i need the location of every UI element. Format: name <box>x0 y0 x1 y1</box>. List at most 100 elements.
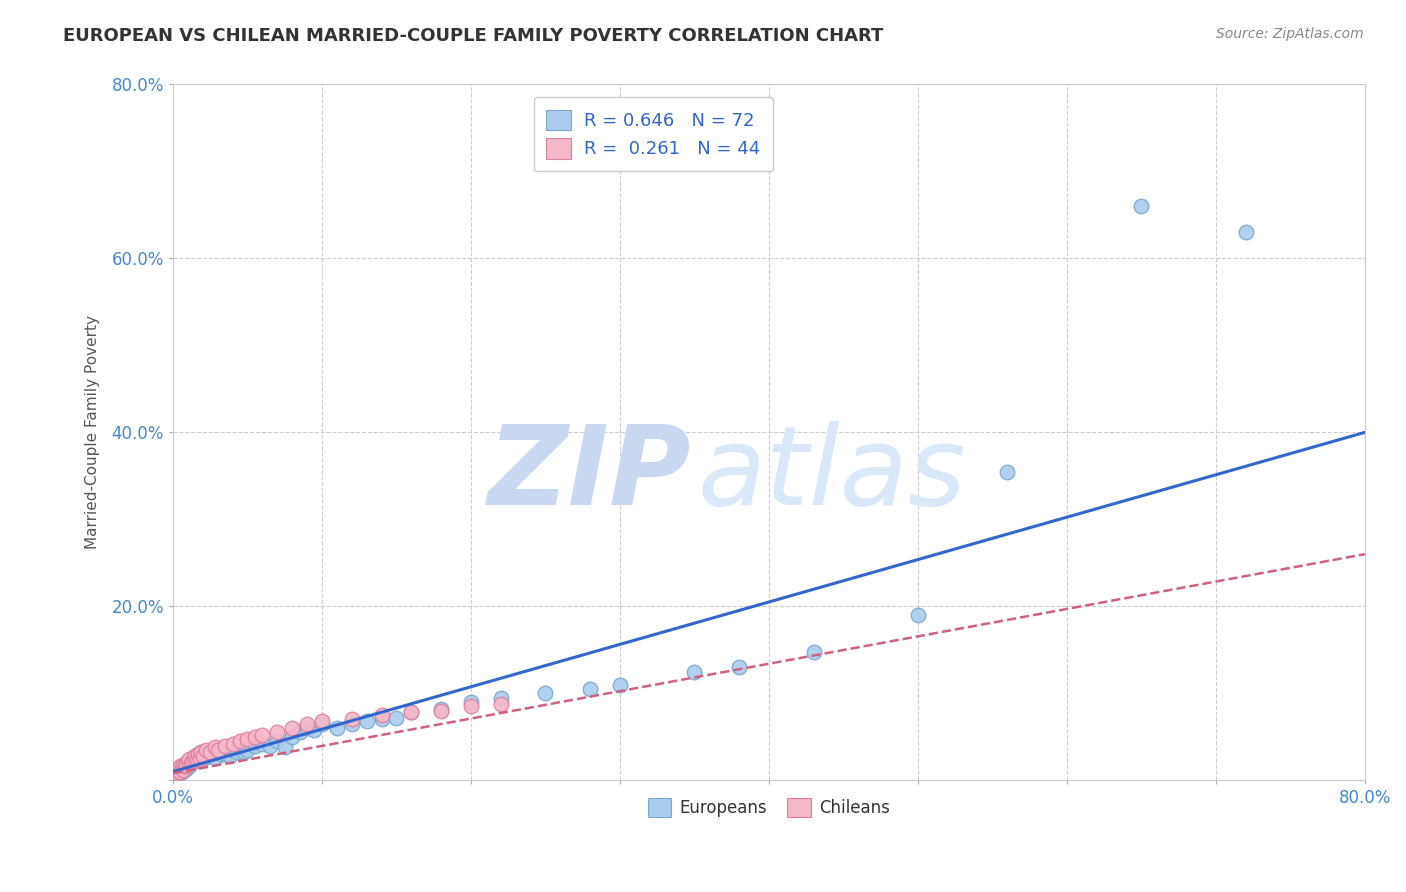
Point <box>169 759 191 773</box>
Point <box>179 751 201 765</box>
Legend: Europeans, Chileans: Europeans, Chileans <box>641 791 897 824</box>
Point <box>166 766 188 780</box>
Point <box>172 757 194 772</box>
Point <box>229 740 252 755</box>
Point <box>187 747 209 762</box>
Point <box>266 725 288 739</box>
Point <box>281 721 304 735</box>
Point <box>401 706 423 720</box>
Point <box>194 743 217 757</box>
Point <box>169 764 191 779</box>
Point <box>163 769 186 783</box>
Point <box>430 702 453 716</box>
Point <box>204 750 226 764</box>
Point <box>252 737 274 751</box>
Point <box>177 759 200 773</box>
Point <box>176 757 198 772</box>
Point <box>1130 199 1153 213</box>
Point <box>190 746 212 760</box>
Point <box>186 752 208 766</box>
Point <box>163 769 186 783</box>
Point <box>326 721 349 735</box>
Point <box>266 734 288 748</box>
Point <box>172 763 194 777</box>
Point <box>243 730 266 744</box>
Point <box>183 754 205 768</box>
Point <box>176 762 198 776</box>
Point <box>183 751 205 765</box>
Point <box>177 757 200 772</box>
Point <box>177 754 200 768</box>
Point <box>214 739 236 753</box>
Point <box>191 748 214 763</box>
Point <box>340 713 363 727</box>
Point <box>172 763 194 777</box>
Point <box>169 760 191 774</box>
Point <box>201 746 224 760</box>
Point <box>304 723 326 737</box>
Point <box>311 714 333 728</box>
Point <box>180 756 202 770</box>
Point <box>173 757 195 772</box>
Point <box>214 747 236 762</box>
Point <box>218 748 240 763</box>
Point <box>340 716 363 731</box>
Point <box>295 721 318 735</box>
Point <box>281 730 304 744</box>
Point <box>197 748 219 763</box>
Point <box>166 764 188 779</box>
Point <box>207 743 229 757</box>
Point <box>209 747 232 762</box>
Point <box>401 706 423 720</box>
Point <box>460 695 482 709</box>
Point <box>534 686 557 700</box>
Point <box>489 697 512 711</box>
Point <box>226 746 249 760</box>
Point <box>170 760 193 774</box>
Point <box>259 739 281 753</box>
Y-axis label: Married-Couple Family Poverty: Married-Couple Family Poverty <box>86 316 100 549</box>
Point <box>207 743 229 757</box>
Text: Source: ZipAtlas.com: Source: ZipAtlas.com <box>1216 27 1364 41</box>
Point <box>221 743 243 757</box>
Point <box>167 767 190 781</box>
Point <box>179 754 201 768</box>
Point <box>356 714 378 728</box>
Point <box>170 764 193 779</box>
Point <box>165 765 187 780</box>
Point <box>460 699 482 714</box>
Text: atlas: atlas <box>697 421 966 528</box>
Point <box>170 761 193 775</box>
Point <box>252 728 274 742</box>
Point <box>385 711 408 725</box>
Point <box>179 758 201 772</box>
Point <box>204 740 226 755</box>
Point <box>1234 225 1257 239</box>
Point <box>236 743 259 757</box>
Point <box>167 763 190 777</box>
Text: ZIP: ZIP <box>488 421 692 528</box>
Point <box>188 754 211 768</box>
Point <box>198 746 221 760</box>
Point <box>165 766 187 780</box>
Point <box>176 756 198 770</box>
Point <box>191 751 214 765</box>
Point <box>233 745 256 759</box>
Point <box>188 751 211 765</box>
Point <box>165 770 187 784</box>
Point <box>370 713 392 727</box>
Point <box>176 756 198 770</box>
Point <box>184 748 207 763</box>
Point <box>243 739 266 753</box>
Point <box>236 731 259 746</box>
Point <box>288 725 311 739</box>
Point <box>167 762 190 776</box>
Point <box>172 759 194 773</box>
Point <box>579 681 602 696</box>
Point <box>430 704 453 718</box>
Point <box>728 660 751 674</box>
Point <box>186 752 208 766</box>
Text: EUROPEAN VS CHILEAN MARRIED-COUPLE FAMILY POVERTY CORRELATION CHART: EUROPEAN VS CHILEAN MARRIED-COUPLE FAMIL… <box>63 27 883 45</box>
Point <box>190 746 212 760</box>
Point <box>489 690 512 705</box>
